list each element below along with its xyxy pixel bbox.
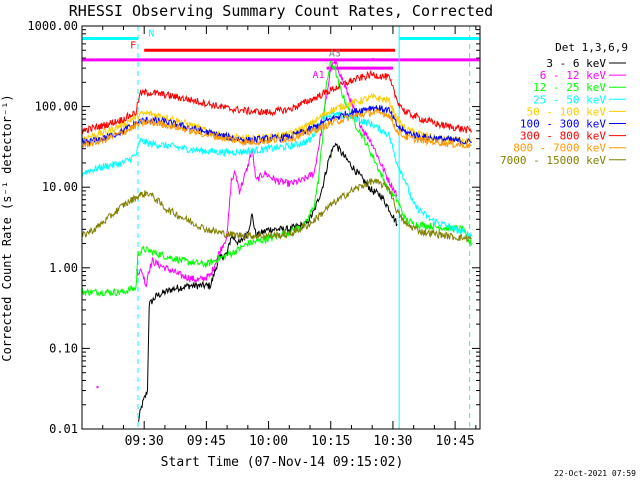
legend-entry-label: 25 - 50 keV bbox=[533, 93, 606, 106]
y-axis-label: Corrected Count Rate (s⁻¹ detector⁻¹) bbox=[0, 94, 14, 361]
x-tick-label: 10:15 bbox=[311, 434, 350, 449]
series-line bbox=[137, 142, 398, 422]
attenuator-lines bbox=[137, 26, 471, 429]
legend-entry-label: 800 - 7000 keV bbox=[513, 142, 606, 155]
series-line bbox=[81, 69, 473, 135]
legend-entry-label: 50 - 100 keV bbox=[527, 105, 607, 118]
series-line bbox=[81, 177, 472, 243]
x-tick-label: 10:00 bbox=[249, 434, 288, 449]
legend-entry-label: 100 - 300 keV bbox=[520, 118, 606, 131]
y-tick-label: 10.00 bbox=[42, 180, 78, 194]
flag-bars: N F A1 bbox=[82, 28, 480, 81]
y-tick-label: 100.00 bbox=[35, 100, 78, 114]
y-tick-label: 1000.00 bbox=[27, 19, 78, 33]
y-tick-label: 0.10 bbox=[49, 341, 78, 355]
y-tick-labels: 1000.00 100.00 10.00 1.00 0.10 0.01 bbox=[27, 19, 78, 436]
legend-title: Det 1,3,6,9 bbox=[555, 41, 628, 54]
extra-marks: A3 bbox=[96, 48, 375, 389]
legend-entry-label: 7000 - 15000 keV bbox=[500, 154, 606, 167]
generated-timestamp: 22-Oct-2021 07:59 bbox=[554, 469, 636, 478]
series-line bbox=[81, 108, 472, 149]
legend-entry-label: 300 - 800 keV bbox=[520, 130, 606, 143]
annotation-label: A3 bbox=[329, 48, 341, 59]
x-tick-label: 10:30 bbox=[373, 434, 412, 449]
stray-point bbox=[372, 58, 375, 61]
flag-label: F bbox=[130, 40, 136, 51]
legend-entry-label: 12 - 25 keV bbox=[533, 81, 606, 94]
stray-point bbox=[96, 386, 99, 389]
series-lines bbox=[81, 60, 473, 422]
x-tick-label: 09:45 bbox=[187, 434, 226, 449]
y-tick-label: 1.00 bbox=[49, 261, 78, 275]
flag-label: A1 bbox=[313, 70, 325, 81]
flag-label: N bbox=[148, 28, 154, 39]
legend-entry-label: 3 - 6 keV bbox=[546, 57, 606, 70]
series-line bbox=[135, 60, 398, 288]
y-tick-label: 0.01 bbox=[49, 422, 78, 436]
plot-frame bbox=[81, 25, 481, 430]
x-tick-label: 09:30 bbox=[125, 434, 164, 449]
x-tick-labels: 09:30 09:45 10:00 10:15 10:30 10:45 bbox=[125, 434, 475, 449]
x-axis-label: Start Time (07-Nov-14 09:15:02) bbox=[161, 455, 404, 470]
series-line bbox=[81, 110, 473, 239]
chart-title: RHESSI Observing Summary Count Rates, Co… bbox=[69, 2, 493, 20]
x-tick-label: 10:45 bbox=[436, 434, 475, 449]
legend-entry-label: 6 - 12 keV bbox=[540, 69, 607, 82]
